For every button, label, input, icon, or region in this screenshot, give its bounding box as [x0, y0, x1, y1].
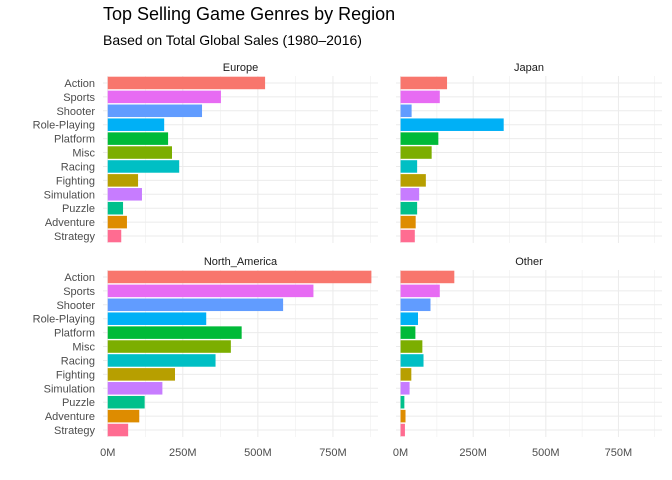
- bar-japan-shooter: [400, 104, 412, 118]
- bar-japan-platform: [400, 132, 439, 145]
- y-tick-label-role-playing: Role-Playing: [33, 314, 95, 326]
- bar-japan-adventure: [400, 215, 416, 229]
- bar-north-america-fighting: [107, 368, 175, 381]
- bar-north-america-action: [107, 270, 372, 284]
- bar-europe-adventure: [107, 215, 127, 229]
- bar-other-action: [400, 270, 455, 284]
- x-tick-label-750m: 750M: [319, 447, 347, 459]
- y-tick-label-simulation: Simulation: [44, 189, 95, 201]
- bar-other-racing: [400, 354, 424, 367]
- bar-other-misc: [400, 340, 423, 353]
- bar-other-platform: [400, 326, 416, 339]
- panel-strip-label-north-america: North_America: [204, 256, 278, 268]
- y-tick-label-strategy: Strategy: [54, 425, 95, 437]
- y-tick-label-misc: Misc: [72, 148, 95, 160]
- panel-strip-label-other: Other: [515, 256, 543, 268]
- bar-north-america-shooter: [107, 298, 284, 312]
- y-tick-label-adventure: Adventure: [45, 217, 95, 229]
- y-tick-label-puzzle: Puzzle: [62, 203, 95, 215]
- y-tick-label-action: Action: [64, 78, 95, 90]
- bar-japan-strategy: [400, 229, 415, 243]
- bar-europe-sports: [107, 90, 221, 104]
- bar-north-america-platform: [107, 326, 242, 339]
- bar-north-america-puzzle: [107, 395, 145, 409]
- y-tick-label-shooter: Shooter: [56, 106, 95, 118]
- bar-europe-fighting: [107, 174, 139, 187]
- bar-japan-simulation: [400, 188, 420, 201]
- bar-other-adventure: [400, 409, 406, 423]
- bar-north-america-racing: [107, 354, 216, 367]
- bar-japan-misc: [400, 146, 432, 159]
- bar-europe-puzzle: [107, 201, 124, 215]
- y-tick-label-action: Action: [64, 272, 95, 284]
- x-tick-label-500m: 500M: [532, 447, 560, 459]
- y-tick-label-misc: Misc: [72, 342, 95, 354]
- y-tick-label-puzzle: Puzzle: [62, 397, 95, 409]
- bar-north-america-strategy: [107, 423, 129, 437]
- y-tick-label-shooter: Shooter: [56, 300, 95, 312]
- x-tick-label-750m: 750M: [605, 447, 633, 459]
- bar-north-america-misc: [107, 340, 231, 353]
- x-tick-label-500m: 500M: [244, 447, 272, 459]
- bar-europe-misc: [107, 146, 172, 159]
- bar-japan-sports: [400, 90, 440, 104]
- bar-north-america-sports: [107, 284, 314, 298]
- y-tick-label-simulation: Simulation: [44, 383, 95, 395]
- panel-strip-label-europe: Europe: [223, 62, 258, 74]
- panel-strip-label-japan: Japan: [514, 62, 544, 74]
- bar-other-fighting: [400, 368, 412, 381]
- bar-other-puzzle: [400, 395, 405, 409]
- bar-other-strategy: [400, 423, 405, 437]
- bar-other-sports: [400, 284, 440, 298]
- bar-north-america-adventure: [107, 409, 140, 423]
- bar-japan-puzzle: [400, 201, 418, 215]
- y-tick-label-adventure: Adventure: [45, 411, 95, 423]
- y-tick-label-role-playing: Role-Playing: [33, 120, 95, 132]
- bar-north-america-role-playing: [107, 312, 207, 325]
- bar-japan-action: [400, 76, 448, 90]
- y-tick-label-racing: Racing: [61, 161, 95, 173]
- y-tick-label-fighting: Fighting: [56, 369, 95, 381]
- bar-other-role-playing: [400, 312, 419, 325]
- bar-europe-platform: [107, 132, 169, 145]
- y-tick-label-sports: Sports: [63, 92, 95, 104]
- bar-europe-racing: [107, 160, 180, 173]
- bar-europe-simulation: [107, 188, 142, 201]
- x-tick-label-250m: 250M: [459, 447, 487, 459]
- bar-japan-fighting: [400, 174, 426, 187]
- chart-title: Top Selling Game Genres by Region: [103, 4, 396, 24]
- y-tick-label-platform: Platform: [54, 134, 95, 146]
- bar-japan-role-playing: [400, 118, 504, 131]
- chart-subtitle: Based on Total Global Sales (1980–2016): [103, 32, 362, 48]
- x-tick-label-250m: 250M: [169, 447, 197, 459]
- bar-europe-action: [107, 76, 266, 90]
- bar-europe-shooter: [107, 104, 203, 118]
- bar-other-shooter: [400, 298, 431, 312]
- y-tick-label-sports: Sports: [63, 286, 95, 298]
- y-tick-label-strategy: Strategy: [54, 231, 95, 243]
- bar-japan-racing: [400, 160, 418, 173]
- y-tick-label-platform: Platform: [54, 328, 95, 340]
- y-tick-label-fighting: Fighting: [56, 175, 95, 187]
- x-tick-label-0m: 0M: [100, 447, 115, 459]
- bar-north-america-simulation: [107, 382, 163, 395]
- y-tick-label-racing: Racing: [61, 355, 95, 367]
- bar-europe-role-playing: [107, 118, 165, 131]
- bar-europe-strategy: [107, 229, 122, 243]
- bar-other-simulation: [400, 382, 410, 395]
- x-tick-label-0m: 0M: [393, 447, 408, 459]
